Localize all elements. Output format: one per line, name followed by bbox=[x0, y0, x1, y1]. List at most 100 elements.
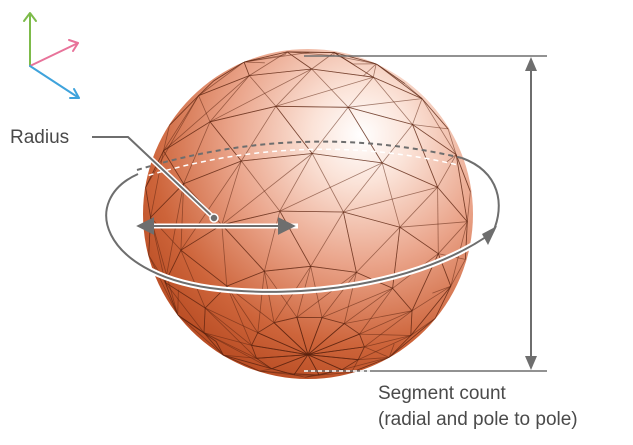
mesh-edge bbox=[311, 68, 374, 78]
mesh-edge bbox=[359, 333, 411, 336]
mesh-edge bbox=[287, 51, 335, 53]
mesh-edge bbox=[243, 61, 265, 64]
mesh-edge bbox=[271, 368, 295, 376]
mesh-edge bbox=[259, 370, 295, 376]
mesh-edge bbox=[243, 51, 288, 63]
mesh-edge bbox=[307, 354, 359, 361]
orbit-ring-back bbox=[136, 140, 463, 171]
orbit-ring-right bbox=[461, 157, 500, 233]
mesh-edge bbox=[307, 323, 345, 356]
mesh-edge bbox=[296, 272, 357, 318]
mesh-edge bbox=[226, 285, 259, 333]
mesh-edge bbox=[357, 346, 365, 360]
mesh-edge bbox=[223, 354, 260, 372]
mesh-edge bbox=[344, 323, 360, 335]
mesh-edge bbox=[243, 61, 250, 76]
mesh-edge bbox=[446, 154, 457, 163]
mesh-edge bbox=[259, 368, 272, 372]
mesh-edge bbox=[388, 343, 395, 358]
segment-count-sublabel: (radial and pole to pole) bbox=[378, 409, 578, 430]
mesh-edge bbox=[347, 107, 383, 164]
orbit-ring-front-line bbox=[105, 173, 494, 293]
mesh-edge bbox=[180, 160, 242, 251]
mesh-edge bbox=[399, 186, 438, 228]
mesh-edge bbox=[163, 95, 199, 152]
mesh-edge bbox=[375, 63, 423, 99]
mesh-edge bbox=[241, 153, 313, 162]
mesh-edge bbox=[411, 285, 452, 312]
radius-label: Radius bbox=[10, 127, 69, 148]
mesh-edge bbox=[177, 289, 179, 316]
mesh-edge bbox=[203, 307, 206, 333]
mesh-edge bbox=[343, 186, 438, 213]
mesh-edge bbox=[275, 106, 313, 154]
mesh-edge bbox=[432, 285, 451, 294]
mesh-edge bbox=[421, 98, 457, 155]
mesh-edge bbox=[372, 63, 377, 78]
mesh-edge bbox=[223, 354, 257, 359]
mesh-edge bbox=[343, 272, 357, 324]
mesh-edge bbox=[412, 124, 449, 130]
mesh-edge bbox=[145, 150, 164, 188]
mesh-edge bbox=[150, 150, 164, 218]
mesh-edge bbox=[437, 154, 457, 188]
mesh-edge bbox=[205, 307, 258, 334]
orbit-ring-back-inner bbox=[139, 148, 459, 179]
mesh-edge bbox=[275, 76, 374, 107]
mesh-edge bbox=[466, 191, 471, 222]
mesh-edge bbox=[388, 318, 436, 358]
mesh-edge bbox=[243, 51, 310, 63]
mesh-edge bbox=[256, 354, 309, 359]
mesh-edge bbox=[226, 270, 265, 287]
mesh-edge bbox=[310, 265, 357, 273]
mesh-edge bbox=[392, 288, 413, 312]
mesh-edge bbox=[410, 310, 413, 336]
mesh-edge bbox=[399, 226, 439, 255]
mesh-edge bbox=[321, 272, 357, 318]
mesh-edge bbox=[240, 106, 277, 162]
mesh-edge bbox=[347, 76, 374, 108]
mesh-edge bbox=[381, 162, 401, 228]
mesh-edge bbox=[256, 357, 272, 370]
mesh-edge bbox=[163, 121, 211, 152]
mesh-edge bbox=[209, 68, 312, 123]
mesh-edge bbox=[183, 121, 211, 184]
mesh-edge bbox=[203, 332, 224, 356]
mesh-edge bbox=[163, 150, 184, 185]
mesh-edge bbox=[455, 154, 468, 222]
radius-leader-dot bbox=[209, 213, 219, 223]
mesh-edge bbox=[148, 255, 179, 316]
mesh-edge bbox=[410, 285, 452, 336]
segment-count-label: Segment count bbox=[378, 383, 507, 404]
mesh-edge bbox=[447, 128, 457, 155]
mesh-edge bbox=[204, 307, 257, 359]
mesh-edge bbox=[257, 271, 265, 333]
mesh-edge bbox=[221, 160, 242, 225]
mesh-edge bbox=[226, 285, 252, 346]
mesh-edge bbox=[404, 83, 423, 99]
mesh-edge bbox=[321, 287, 393, 318]
mesh-edge bbox=[343, 211, 357, 273]
mesh-edge bbox=[163, 125, 170, 151]
mesh-edge bbox=[412, 98, 423, 125]
mesh-edge bbox=[251, 332, 259, 346]
mesh-edge bbox=[359, 288, 393, 335]
mesh-edge bbox=[198, 61, 245, 96]
mesh-edge bbox=[279, 162, 383, 212]
mesh-edge bbox=[311, 68, 349, 108]
mesh-edge bbox=[341, 359, 359, 371]
mesh-edge bbox=[204, 307, 252, 346]
mesh-edge bbox=[264, 265, 311, 272]
mesh-edge bbox=[319, 371, 352, 376]
mesh-edge bbox=[363, 63, 377, 77]
radius-leader-line bbox=[92, 136, 215, 219]
mesh-edge bbox=[287, 51, 334, 56]
mesh-edge bbox=[223, 354, 272, 370]
mesh-edge bbox=[359, 333, 365, 348]
mesh-edge bbox=[240, 160, 281, 212]
mesh-edge bbox=[381, 124, 413, 164]
mesh-edge bbox=[203, 332, 252, 346]
mesh-edge bbox=[364, 310, 413, 348]
mesh-edge bbox=[321, 317, 345, 324]
